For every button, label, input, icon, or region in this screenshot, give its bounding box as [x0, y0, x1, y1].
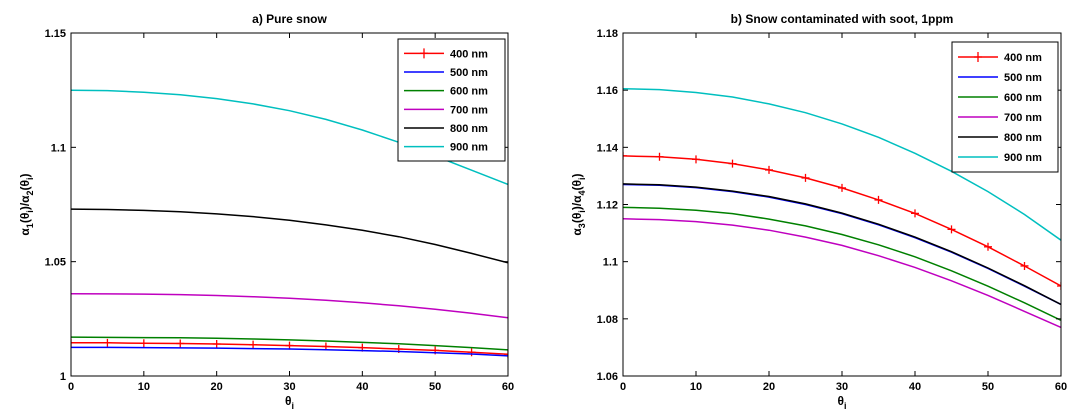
x-tick-label: 50: [429, 381, 441, 393]
x-tick-label: 10: [138, 381, 150, 393]
chart-title: a) Pure snow: [252, 12, 327, 26]
x-axis-label: θi: [285, 394, 294, 411]
series-line-700-nm: [71, 292, 508, 319]
y-tick-label: 1.14: [597, 142, 619, 154]
data-point-marker: [139, 339, 148, 348]
y-axis-label: α3(θi)/α4(θi): [570, 173, 587, 235]
chart-panel-1: a) Pure snow 0 10 20 30 40 50 60 1 1.05 1.1 1.15 θi α…: [18, 12, 514, 411]
chart-title: b) Snow contaminated with soot, 1ppm: [731, 12, 954, 26]
y-tick-label: 1.08: [597, 314, 618, 326]
legend-label: 900 nm: [1004, 152, 1042, 164]
series-line-700-nm: [623, 218, 1061, 329]
plot-area: [623, 87, 1061, 329]
series-line-600-nm: [71, 336, 508, 351]
legend-label: 400 nm: [450, 48, 488, 60]
legend-label: 600 nm: [1004, 92, 1042, 104]
legend: 400 nm 500 nm 600 nm 700 nm 800 nm 900 nm: [397, 38, 506, 162]
legend-label: 500 nm: [450, 67, 488, 79]
legend-label: 700 nm: [1004, 112, 1042, 124]
chart-panel-2: b) Snow contaminated with soot, 1ppm 0 10 2…: [570, 12, 1067, 411]
series-line-500-nm: [623, 183, 1061, 306]
x-tick-label: 30: [283, 381, 295, 393]
legend-label: 500 nm: [1004, 72, 1042, 84]
y-tick-label: 1.12: [597, 200, 618, 212]
y-tick-label: 1.06: [597, 371, 618, 383]
data-point-marker: [692, 155, 700, 164]
data-point-marker: [984, 242, 992, 251]
x-tick-label: 0: [620, 381, 626, 393]
legend-label: 800 nm: [1004, 132, 1042, 144]
data-point-marker: [911, 209, 919, 218]
y-tick-label: 1.1: [51, 142, 66, 154]
data-point-marker: [103, 338, 112, 347]
data-point-marker: [655, 152, 664, 161]
x-tick-label: 20: [211, 381, 223, 393]
legend-label: 400 nm: [1004, 52, 1042, 64]
series-line-500-nm: [71, 346, 508, 357]
x-tick-label: 10: [690, 381, 702, 393]
data-point-marker: [212, 339, 221, 348]
x-tick-label: 30: [836, 381, 848, 393]
data-point-marker: [765, 165, 773, 174]
legend-label: 900 nm: [450, 142, 488, 154]
data-point-marker: [838, 183, 846, 192]
legend-marker: [420, 48, 428, 59]
series-line-600-nm: [623, 206, 1061, 321]
y-tick-label: 1.15: [45, 28, 66, 40]
data-point-marker: [467, 348, 476, 357]
x-axis-label: θi: [837, 394, 846, 411]
data-point-marker: [801, 173, 810, 182]
series-line-800-nm: [623, 183, 1061, 306]
x-tick-label: 60: [502, 381, 514, 393]
x-tick-label: 0: [68, 381, 74, 393]
data-point-marker: [874, 195, 883, 204]
legend: 400 nm 500 nm 600 nm 700 nm 800 nm 900 nm: [951, 41, 1059, 173]
legend-label: 700 nm: [450, 104, 488, 116]
y-tick-label: 1: [60, 371, 66, 383]
x-tick-label: 20: [763, 381, 775, 393]
series-line-900-nm: [623, 87, 1061, 241]
data-point-marker: [71, 338, 75, 347]
legend-label: 800 nm: [450, 123, 488, 135]
data-point-marker: [1057, 281, 1061, 290]
x-tick-label: 40: [909, 381, 921, 393]
data-point-marker: [176, 339, 185, 348]
series-line-800-nm: [71, 208, 508, 264]
x-tick-label: 60: [1055, 381, 1067, 393]
data-point-marker: [623, 151, 627, 160]
y-axis-label: α1(θi)/α2(θi): [18, 173, 35, 235]
legend-box: [951, 41, 1059, 173]
x-tick-label: 50: [982, 381, 994, 393]
x-tick-label: 40: [356, 381, 368, 393]
data-point-marker: [728, 159, 737, 168]
y-tick-label: 1.05: [45, 257, 66, 269]
data-point-marker: [504, 350, 508, 359]
y-tick-label: 1.16: [597, 85, 618, 97]
y-tick-label: 1.18: [597, 28, 618, 40]
legend-marker: [974, 52, 982, 62]
data-point-marker: [249, 340, 258, 349]
data-point-marker: [947, 225, 956, 234]
data-point-marker: [1020, 261, 1029, 270]
legend-box: [397, 38, 506, 162]
legend-label: 600 nm: [450, 86, 488, 98]
y-tick-label: 1.1: [603, 257, 618, 269]
